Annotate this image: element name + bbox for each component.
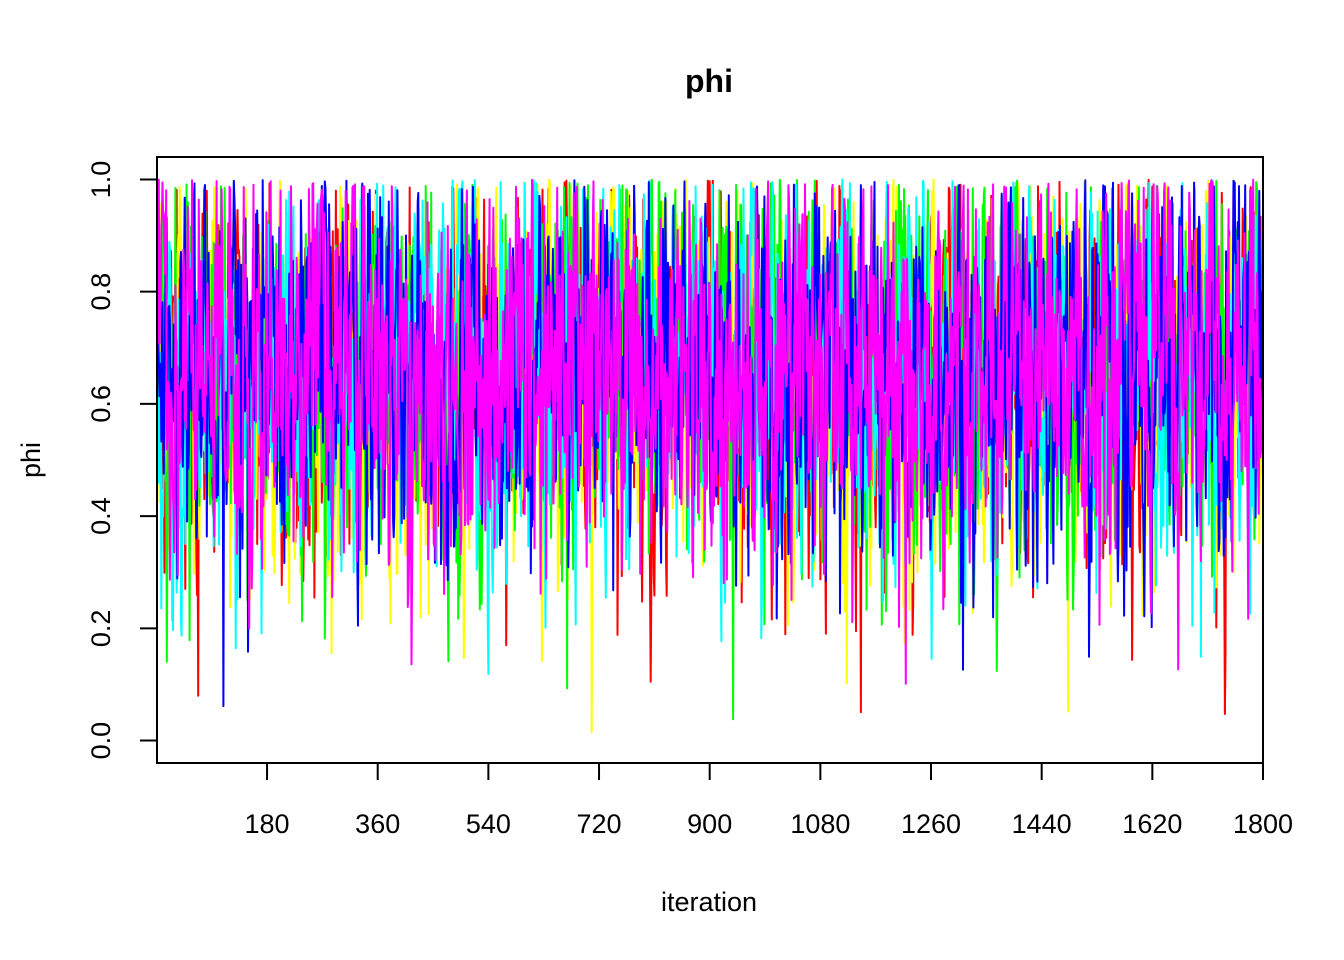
x-tick-label: 180 — [245, 809, 290, 839]
y-axis-label: phi — [16, 442, 46, 478]
x-tick-label: 1080 — [790, 809, 850, 839]
x-axis-label: iteration — [661, 887, 757, 917]
chart-title: phi — [685, 63, 733, 99]
y-tick-label: 1.0 — [86, 161, 116, 199]
x-tick-label: 1260 — [901, 809, 961, 839]
series-layer — [156, 178, 1264, 734]
series-line-5 — [156, 179, 1264, 708]
y-tick-label: 0.8 — [86, 273, 116, 311]
y-tick-label: 0.6 — [86, 385, 116, 423]
x-tick-label: 540 — [466, 809, 511, 839]
x-tick-label: 1440 — [1012, 809, 1072, 839]
y-axis: 0.0 0.2 0.4 0.6 0.8 1.0 — [86, 161, 157, 760]
x-axis: 180 360 540 720 900 1080 1260 1440 1620 1800 — [245, 763, 1293, 839]
y-tick-label: 0.0 — [86, 722, 116, 760]
y-tick-label: 0.4 — [86, 497, 116, 535]
x-tick-label: 360 — [355, 809, 400, 839]
y-tick-label: 0.2 — [86, 610, 116, 648]
x-tick-label: 720 — [576, 809, 621, 839]
x-tick-label: 1800 — [1233, 809, 1293, 839]
x-tick-label: 1620 — [1122, 809, 1182, 839]
x-tick-label: 900 — [687, 809, 732, 839]
series-line-6 — [156, 178, 1264, 685]
